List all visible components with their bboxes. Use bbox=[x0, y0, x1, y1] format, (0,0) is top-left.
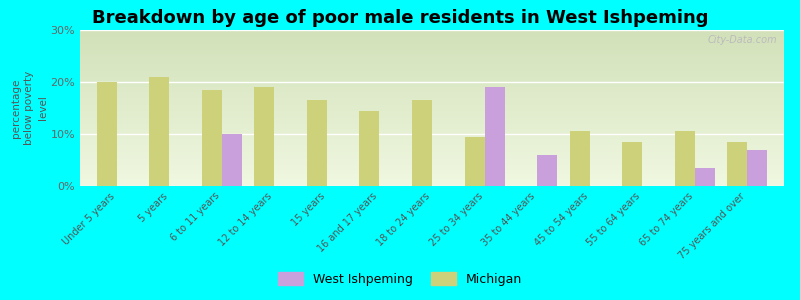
Bar bbox=[622, 142, 642, 186]
Bar bbox=[150, 77, 170, 186]
Y-axis label: percentage
below poverty
level: percentage below poverty level bbox=[11, 71, 48, 145]
Bar bbox=[202, 90, 222, 186]
Bar bbox=[674, 131, 694, 186]
Bar bbox=[412, 100, 432, 186]
Bar bbox=[465, 136, 485, 186]
Legend: West Ishpeming, Michigan: West Ishpeming, Michigan bbox=[273, 267, 527, 291]
Bar bbox=[222, 134, 242, 186]
Bar bbox=[97, 82, 117, 186]
Bar bbox=[747, 150, 767, 186]
Bar bbox=[694, 168, 714, 186]
Bar bbox=[570, 131, 590, 186]
Bar bbox=[307, 100, 327, 186]
Bar bbox=[537, 155, 557, 186]
Bar bbox=[485, 87, 505, 186]
Text: City-Data.com: City-Data.com bbox=[707, 35, 777, 45]
Bar bbox=[359, 111, 379, 186]
Bar bbox=[727, 142, 747, 186]
Bar bbox=[254, 87, 274, 186]
Text: Breakdown by age of poor male residents in West Ishpeming: Breakdown by age of poor male residents … bbox=[92, 9, 708, 27]
